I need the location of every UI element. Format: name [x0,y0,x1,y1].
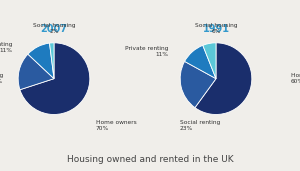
Text: Home owners
60%: Home owners 60% [291,73,300,84]
Text: Social renting
17%: Social renting 17% [0,73,3,84]
Text: Social housing
2%: Social housing 2% [33,23,75,34]
Text: Social housing
6%: Social housing 6% [195,23,237,34]
Wedge shape [20,43,90,115]
Text: 2007: 2007 [40,24,68,34]
Text: Home owners
70%: Home owners 70% [96,120,137,131]
Text: 1991: 1991 [202,24,230,34]
Text: Private renting
11%: Private renting 11% [0,42,12,54]
Text: Housing owned and rented in the UK: Housing owned and rented in the UK [67,155,233,164]
Text: Private renting
11%: Private renting 11% [124,46,168,57]
Wedge shape [184,45,216,79]
Text: Social renting
23%: Social renting 23% [180,120,220,131]
Wedge shape [180,61,216,108]
Wedge shape [28,43,54,79]
Wedge shape [18,54,54,90]
Wedge shape [50,43,54,79]
Wedge shape [195,43,252,115]
Wedge shape [203,43,216,79]
